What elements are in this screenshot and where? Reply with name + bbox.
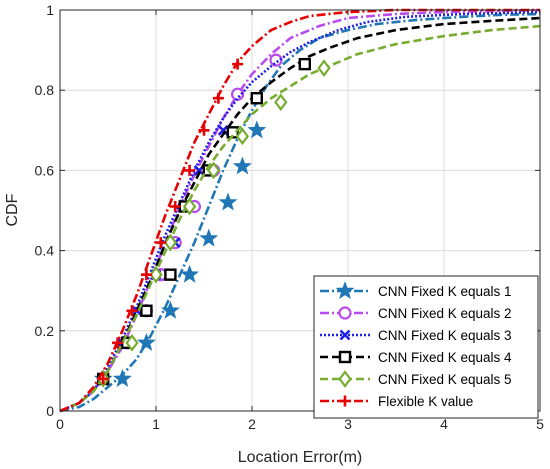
series-marker xyxy=(232,156,252,175)
series-marker xyxy=(339,395,351,407)
x-tick-label: 2 xyxy=(248,416,256,432)
series-marker xyxy=(169,200,181,212)
y-tick-label: 0 xyxy=(46,403,54,419)
series-group xyxy=(59,8,541,413)
series-marker xyxy=(274,93,288,112)
legend-entry: Flexible K value xyxy=(320,394,473,409)
legend-box xyxy=(313,275,539,419)
legend-label: Flexible K value xyxy=(378,394,473,409)
series-marker xyxy=(112,368,132,387)
x-tick-label: 1 xyxy=(152,416,160,432)
grid xyxy=(59,9,541,412)
x-tick-label: 5 xyxy=(536,416,544,432)
series-marker xyxy=(250,92,264,105)
series-marker xyxy=(125,333,139,352)
series-marker xyxy=(155,237,167,249)
series-marker xyxy=(180,264,200,283)
series-line xyxy=(59,24,541,413)
legend-label: CNN Fixed K equals 4 xyxy=(378,350,512,365)
series-1 xyxy=(59,12,541,413)
series-marker xyxy=(338,306,352,320)
x-axis-label: Location Error(m) xyxy=(238,449,362,466)
series-marker xyxy=(163,233,178,252)
legend-entry: CNN Fixed K equals 5 xyxy=(320,370,512,388)
series-line xyxy=(59,8,540,413)
series-marker xyxy=(232,58,244,70)
series-marker xyxy=(140,269,152,281)
legend-label: CNN Fixed K equals 5 xyxy=(378,372,512,387)
series-marker xyxy=(182,197,197,216)
series-marker xyxy=(206,161,221,180)
y-tick-label: 0.6 xyxy=(35,162,55,178)
x-tick-label: 3 xyxy=(344,416,352,432)
series-marker xyxy=(338,370,352,388)
series-marker xyxy=(235,127,250,146)
y-tick-label: 0.4 xyxy=(35,243,55,259)
x-tick-label: 4 xyxy=(440,416,448,432)
series-marker xyxy=(97,373,109,385)
legend-label: CNN Fixed K equals 1 xyxy=(378,284,512,299)
legend-entry: CNN Fixed K equals 3 xyxy=(320,328,512,343)
y-tick-label: 1 xyxy=(46,2,54,18)
series-marker xyxy=(247,120,267,139)
legend-entry: CNN Fixed K equals 4 xyxy=(320,350,512,365)
series-line xyxy=(59,10,541,413)
series-marker xyxy=(217,124,229,136)
legend-label: CNN Fixed K equals 2 xyxy=(378,306,512,321)
x-tick-label: 0 xyxy=(56,416,64,432)
y-tick-label: 0.8 xyxy=(35,82,55,98)
series-marker xyxy=(112,337,124,349)
series-marker xyxy=(126,305,138,317)
legend-entry: CNN Fixed K equals 1 xyxy=(320,281,512,300)
legend-label: CNN Fixed K equals 3 xyxy=(378,328,512,343)
series-marker xyxy=(335,281,355,300)
legend: CNN Fixed K equals 1 CNN Fixed K equals 2… xyxy=(313,275,539,419)
series-marker xyxy=(149,265,163,284)
y-tick-label: 0.2 xyxy=(35,323,55,339)
series-6 xyxy=(59,8,540,413)
series-marker xyxy=(140,304,153,317)
series-marker xyxy=(160,300,180,319)
series-marker xyxy=(218,192,238,211)
series-marker xyxy=(136,332,156,351)
series-marker xyxy=(184,164,196,176)
series-marker xyxy=(298,57,311,71)
plot-area-border xyxy=(59,9,541,412)
series-marker xyxy=(338,350,352,364)
series-marker xyxy=(198,124,210,136)
series-marker xyxy=(339,329,351,341)
y-axis-label: CDF xyxy=(4,193,21,226)
series-marker xyxy=(269,53,283,67)
series-marker xyxy=(317,59,331,77)
series-marker xyxy=(199,228,219,247)
legend-entry: CNN Fixed K equals 2 xyxy=(320,306,512,321)
series-marker xyxy=(212,92,224,104)
series-marker xyxy=(164,268,177,281)
